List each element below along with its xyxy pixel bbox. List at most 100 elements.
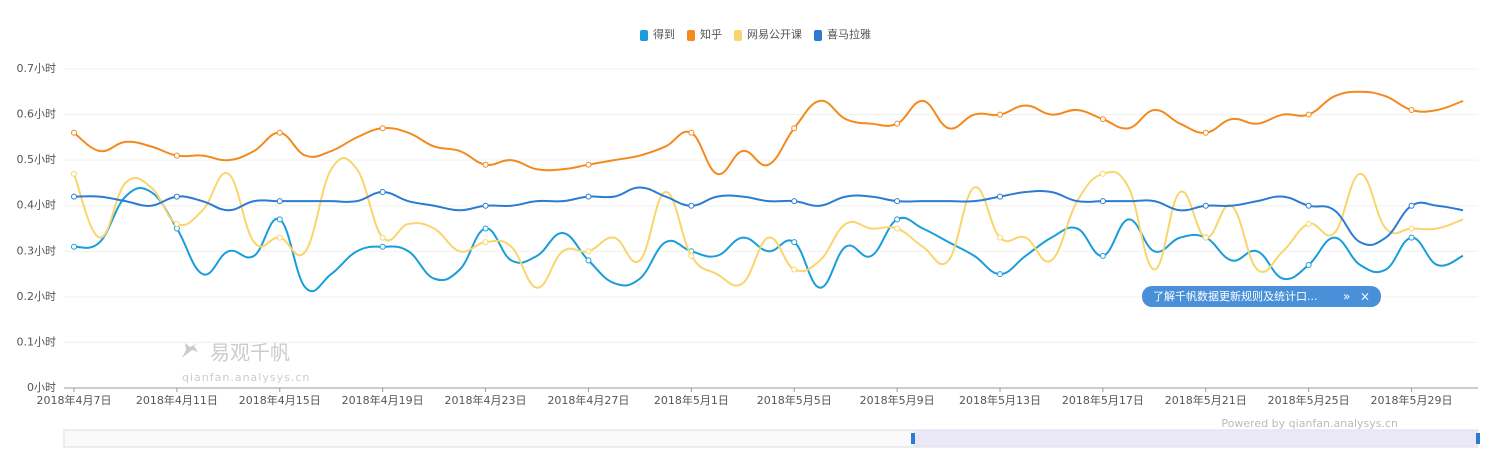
data-point (276, 198, 283, 205)
x-tick-label: 2018年4月15日 (239, 393, 321, 407)
series-line (73, 186, 1464, 247)
slider-handle[interactable] (911, 433, 915, 444)
watermark: 易观千帆 qianfan.analysys.cn (182, 341, 310, 384)
data-point (1099, 116, 1106, 123)
data-point (379, 243, 386, 250)
data-point (482, 225, 489, 232)
data-point (1408, 234, 1415, 241)
notice-close[interactable]: × (1360, 290, 1370, 304)
data-point (997, 111, 1003, 118)
x-tick-label: 2018年5月9日 (860, 393, 935, 407)
data-point (1408, 202, 1415, 209)
x-tick-label: 2018年5月25日 (1268, 393, 1350, 407)
x-tick-label: 2018年4月27日 (547, 393, 629, 407)
x-tick-label: 2018年5月29日 (1371, 393, 1453, 407)
data-point (1202, 234, 1209, 241)
watermark-icon (182, 343, 198, 358)
series-line (73, 187, 1464, 293)
data-point (791, 266, 798, 273)
y-tick-label: 0.1小时 (17, 335, 57, 348)
x-tick-label: 2018年4月19日 (342, 393, 424, 407)
data-point (997, 234, 1003, 241)
data-point (482, 161, 489, 168)
data-point (1099, 170, 1106, 177)
footer: Powered by qianfan.analysys.cn (1221, 417, 1398, 430)
legend: 得到 知乎 网易公开课 喜马拉雅 (640, 27, 871, 41)
data-point (482, 239, 489, 246)
series-line (73, 90, 1464, 175)
data-point (379, 125, 386, 132)
y-tick-label: 0.5小时 (17, 153, 57, 166)
legend-label: 知乎 (700, 27, 722, 41)
x-tick-label: 2018年5月1日 (654, 393, 729, 407)
legend-item[interactable]: 网易公开课 (734, 28, 802, 41)
legend-label: 网易公开课 (747, 28, 802, 41)
data-point (997, 271, 1003, 278)
y-tick-label: 0小时 (27, 381, 56, 394)
data-point (585, 257, 592, 264)
y-tick-label: 0.7小时 (17, 62, 57, 75)
data-point (791, 239, 798, 246)
data-point (276, 129, 283, 136)
x-tick-label: 2018年5月17日 (1062, 393, 1144, 407)
data-point (894, 198, 901, 205)
data-point (1408, 107, 1415, 114)
notice-more[interactable]: » (1343, 290, 1350, 304)
data-point (585, 161, 592, 168)
data-point (585, 193, 592, 200)
data-point (1202, 129, 1209, 136)
data-point (379, 234, 386, 241)
data-point (276, 216, 283, 223)
data-point (997, 193, 1003, 200)
data-point (1408, 225, 1415, 232)
data-point (688, 202, 695, 209)
x-tick-label: 2018年4月11日 (136, 393, 218, 407)
slider-window[interactable] (913, 430, 1478, 447)
data-point (1099, 252, 1106, 259)
legend-swatch (814, 30, 822, 41)
data-point (894, 216, 901, 223)
legend-item[interactable]: 知乎 (687, 27, 722, 41)
x-tick-label: 2018年4月7日 (37, 393, 112, 407)
notice-text[interactable]: 了解千帆数据更新规则及统计口... (1153, 289, 1318, 303)
legend-swatch (734, 30, 742, 41)
data-point (1305, 261, 1312, 268)
data-point (379, 189, 386, 196)
watermark-title: 易观千帆 (210, 341, 290, 365)
data-point (173, 193, 180, 200)
data-point (791, 198, 798, 205)
data-point (482, 202, 489, 209)
data-point (71, 193, 77, 200)
data-point (71, 243, 77, 250)
data-point (1202, 202, 1209, 209)
notice-banner[interactable]: 了解千帆数据更新规则及统计口... » × (1142, 286, 1381, 307)
data-point (1099, 198, 1106, 205)
legend-swatch (640, 30, 648, 41)
x-tick-label: 2018年5月21日 (1165, 393, 1247, 407)
legend-item[interactable]: 喜马拉雅 (814, 27, 871, 41)
data-point (791, 125, 798, 132)
legend-label: 得到 (653, 28, 675, 41)
x-tick-label: 2018年5月13日 (959, 393, 1041, 407)
data-point (173, 152, 180, 159)
data-point (71, 129, 77, 136)
data-point (71, 170, 77, 177)
legend-item[interactable]: 得到 (640, 28, 675, 41)
y-tick-label: 0.6小时 (17, 108, 57, 121)
data-point (688, 129, 695, 136)
zoom-slider[interactable] (63, 429, 1480, 448)
data-point (585, 248, 592, 255)
x-tick-label: 2018年5月5日 (757, 393, 832, 407)
legend-label: 喜马拉雅 (827, 27, 871, 41)
x-tick-label: 2018年4月23日 (445, 393, 527, 407)
y-tick-label: 0.2小时 (17, 290, 57, 303)
legend-swatch (687, 30, 695, 41)
data-point (894, 225, 901, 232)
data-point (688, 252, 695, 259)
watermark-url: qianfan.analysys.cn (182, 371, 310, 384)
slider-handle[interactable] (1476, 433, 1480, 444)
notice-bg (1142, 286, 1381, 307)
data-point (1305, 202, 1312, 209)
data-point (173, 220, 180, 227)
